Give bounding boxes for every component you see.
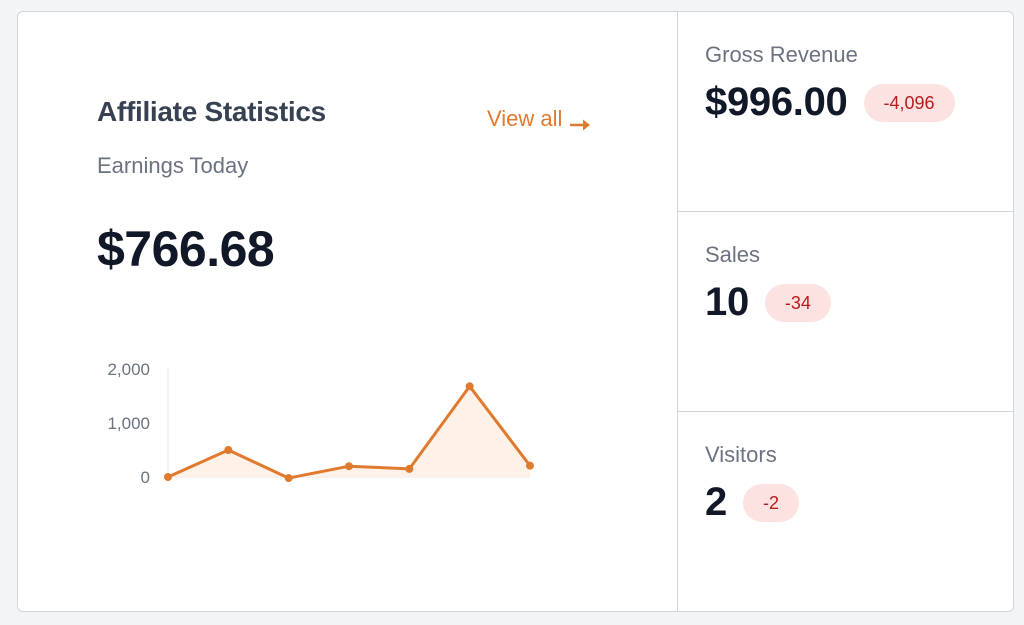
view-all-link[interactable]: View all (487, 106, 591, 132)
chart-point (526, 461, 534, 470)
change-badge: -2 (742, 483, 799, 522)
chart-point (345, 462, 353, 471)
view-all-label: View all (487, 106, 563, 131)
stat-value: 10 (705, 280, 749, 324)
stat-label: Gross Revenue (705, 42, 858, 67)
stat-row: $996.00 -4,096 (705, 80, 955, 125)
chart-point (405, 464, 414, 473)
stats-panel: Gross Revenue $996.00 -4,096 Sales 10 -3… (678, 12, 1013, 611)
stat-sales: Sales 10 -34 (678, 212, 1013, 412)
chart-point (164, 473, 172, 481)
change-badge: -4,096 (863, 83, 955, 122)
chart-point (465, 382, 474, 391)
y-tick-label: 0 (141, 468, 150, 487)
earnings-subtitle: Earnings Today (97, 153, 249, 178)
card-title: Affiliate Statistics (97, 96, 326, 127)
arrow-right-icon (569, 112, 591, 131)
earnings-panel: Affiliate Statistics View all Earnings T… (18, 12, 678, 611)
y-tick-label: 1,000 (107, 414, 150, 433)
stat-value: $996.00 (705, 80, 848, 124)
stat-row: 10 -34 (705, 280, 831, 325)
stat-value: 2 (705, 480, 727, 524)
affiliate-statistics-card: Affiliate Statistics View all Earnings T… (17, 11, 1014, 612)
stat-label: Visitors (705, 442, 777, 467)
chart-point (284, 474, 293, 483)
earnings-chart: 0 1,000 2,000 (107, 360, 534, 487)
earnings-value: $766.68 (97, 221, 275, 277)
y-tick-label: 2,000 (107, 360, 150, 379)
chart-point (224, 446, 233, 454)
stat-label: Sales (705, 242, 761, 267)
stat-row: 2 -2 (705, 480, 799, 525)
stat-visitors: Visitors 2 -2 (678, 412, 1013, 611)
stat-gross-revenue: Gross Revenue $996.00 -4,096 (678, 12, 1013, 212)
chart-area-fill (168, 386, 530, 479)
change-badge: -34 (764, 283, 831, 322)
